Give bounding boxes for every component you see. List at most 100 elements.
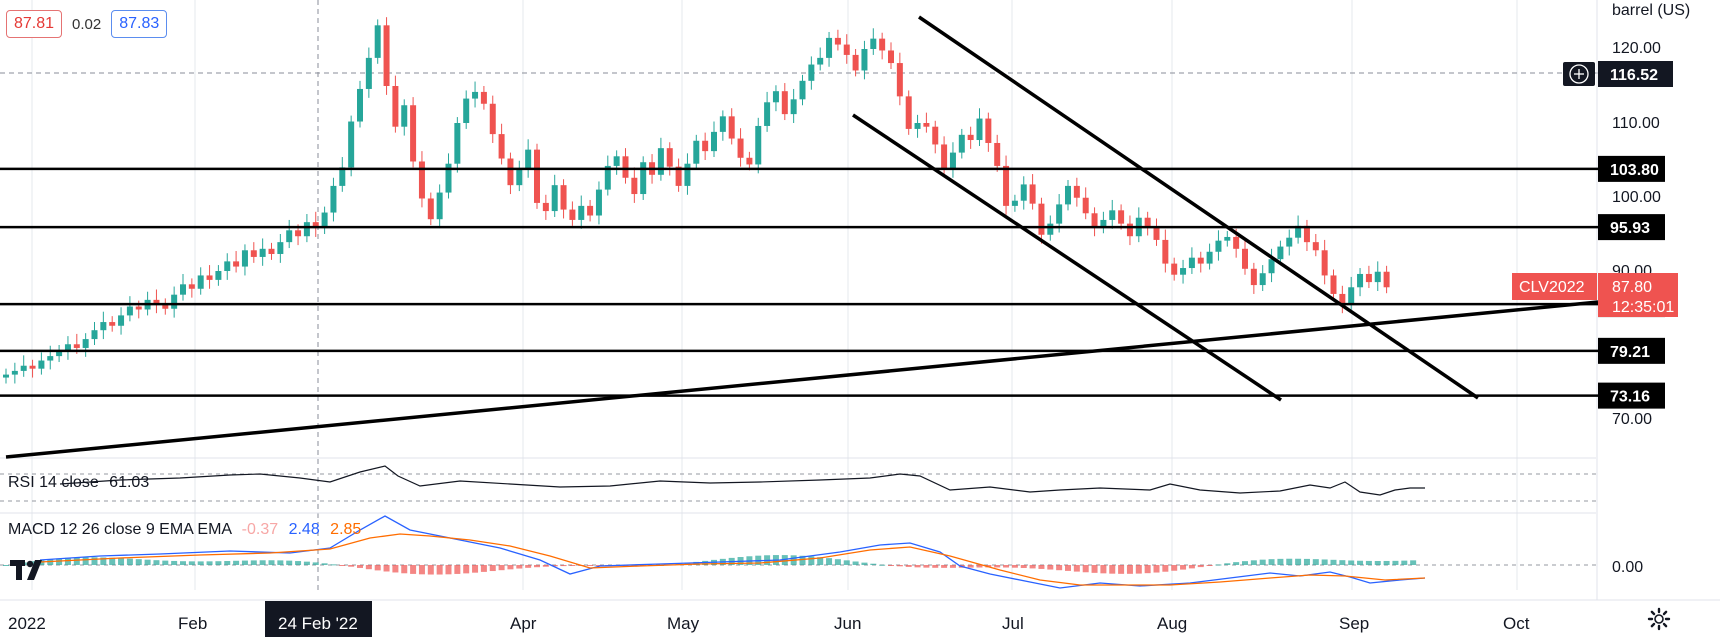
macd-histogram-bar <box>64 557 71 565</box>
candle-up <box>56 350 63 357</box>
plus-circle-icon[interactable] <box>1569 64 1589 84</box>
candle-down <box>1082 197 1089 214</box>
rsi-value: 61.03 <box>109 474 150 491</box>
macd-histogram-bar <box>3 565 9 566</box>
candle-up <box>1188 257 1195 269</box>
macd-histogram-bar <box>1188 565 1195 569</box>
macd-histogram-bar <box>330 564 337 566</box>
price-level-tag <box>1598 214 1665 241</box>
candle-up <box>1215 240 1222 252</box>
macd-histogram-bar <box>542 565 549 567</box>
candle-down <box>418 161 425 199</box>
candle-down <box>932 126 939 145</box>
macd-histogram-bar <box>595 565 602 566</box>
macd-histogram <box>3 555 1417 575</box>
macd-histogram-bar <box>1118 565 1125 574</box>
candle-down <box>1312 242 1319 251</box>
macd-histogram-bar <box>312 562 319 565</box>
candle-up <box>1348 287 1355 305</box>
candle-up <box>1277 246 1284 260</box>
buy-price-button[interactable]: 87.83 <box>111 10 168 38</box>
macd-histogram-bar <box>1383 560 1390 565</box>
candle-down <box>1003 165 1010 206</box>
sell-price-button[interactable]: 87.81 <box>6 10 63 38</box>
gear-icon[interactable] <box>1647 607 1671 631</box>
candle-up <box>861 49 868 71</box>
price-axis[interactable]: 120.00 110.00 100.00 90.00 70.00 0.00 11… <box>1512 40 1678 576</box>
time-label: Jun <box>834 614 861 633</box>
macd-histogram-bar <box>188 561 195 565</box>
rsi-legend[interactable]: RSI 14 close 61.03 <box>8 474 149 492</box>
macd-histogram-bar <box>587 565 594 566</box>
macd-histogram-bar <box>268 560 275 565</box>
candle-up <box>303 222 310 237</box>
macd-histogram-bar <box>401 565 408 574</box>
macd-histogram-bar <box>1180 565 1187 570</box>
macd-histogram-bar <box>1224 563 1231 565</box>
macd-histogram-bar <box>233 560 240 565</box>
macd-histogram-bar <box>1082 565 1089 573</box>
vertical-gridlines <box>31 0 1518 590</box>
candle-down <box>569 209 576 220</box>
macd-histogram-bar <box>1295 558 1302 565</box>
time-axis[interactable]: 2022 Feb Apr May Jun Jul Aug Sep Oct 24 … <box>8 601 1530 637</box>
price-tick: 70.00 <box>1612 411 1652 428</box>
macd-histogram-bar <box>126 558 133 565</box>
candle-down <box>941 144 948 169</box>
macd-histogram-bar <box>1277 558 1284 565</box>
candlestick-series <box>3 17 1390 384</box>
symbol-tag <box>1512 273 1597 300</box>
candle-down <box>834 37 841 45</box>
candle-up <box>1374 271 1381 283</box>
candle-down <box>188 284 195 289</box>
macd-histogram-bar <box>162 560 169 565</box>
macd-histogram-bar <box>870 563 877 565</box>
countdown-text: 12:35:01 <box>1612 299 1674 316</box>
candle-down <box>923 123 930 127</box>
candle-up <box>595 189 602 216</box>
candle-up <box>604 165 611 190</box>
macd-histogram-bar <box>250 560 257 565</box>
macd-histogram-bar <box>1197 565 1204 568</box>
macd-histogram-bar <box>1056 565 1063 571</box>
candle-up <box>711 131 717 152</box>
macd-legend[interactable]: MACD 12 26 close 9 EMA EMA -0.37 2.48 2.… <box>8 521 361 539</box>
macd-histogram-bar <box>1029 565 1036 569</box>
candle-down <box>1091 213 1098 228</box>
macd-histogram-value: -0.37 <box>241 521 279 538</box>
candle-down <box>888 50 894 64</box>
last-price-tag <box>1598 273 1678 317</box>
candle-up <box>693 140 700 164</box>
crosshair-price-tag <box>1598 61 1673 87</box>
candle-up <box>817 57 824 65</box>
price-level-label: 73.16 <box>1610 389 1650 406</box>
price-level-label: 95.93 <box>1610 220 1650 237</box>
time-label: Jul <box>1002 614 1024 633</box>
last-price-text: 87.80 <box>1612 279 1652 296</box>
candle-up <box>91 330 98 340</box>
price-level-tag <box>1598 382 1665 409</box>
tradingview-logo-icon[interactable] <box>8 556 52 584</box>
candle-up <box>436 192 443 220</box>
price-tick: 120.00 <box>1612 40 1661 57</box>
candle-up <box>321 212 328 229</box>
price-tick: 100.00 <box>1612 189 1661 206</box>
crosshair-date-text: 24 Feb '22 <box>278 614 358 633</box>
macd-histogram-bar <box>73 557 80 565</box>
bid-ask-panel: 87.81 0.02 87.83 <box>6 10 168 38</box>
macd-histogram-bar <box>197 561 204 565</box>
candle-down <box>480 91 487 104</box>
candle-down <box>852 54 859 71</box>
candle-up <box>976 118 983 141</box>
macd-histogram-bar <box>418 565 425 575</box>
candle-down <box>631 177 638 195</box>
candle-up <box>1047 223 1054 235</box>
macd-histogram-bar <box>1171 565 1178 571</box>
candle-down <box>1162 239 1169 264</box>
macd-histogram-bar <box>1303 558 1310 565</box>
macd-histogram-bar <box>180 561 186 565</box>
macd-histogram-bar <box>1268 559 1275 565</box>
candle-up <box>197 275 204 289</box>
candle-up <box>764 102 771 126</box>
